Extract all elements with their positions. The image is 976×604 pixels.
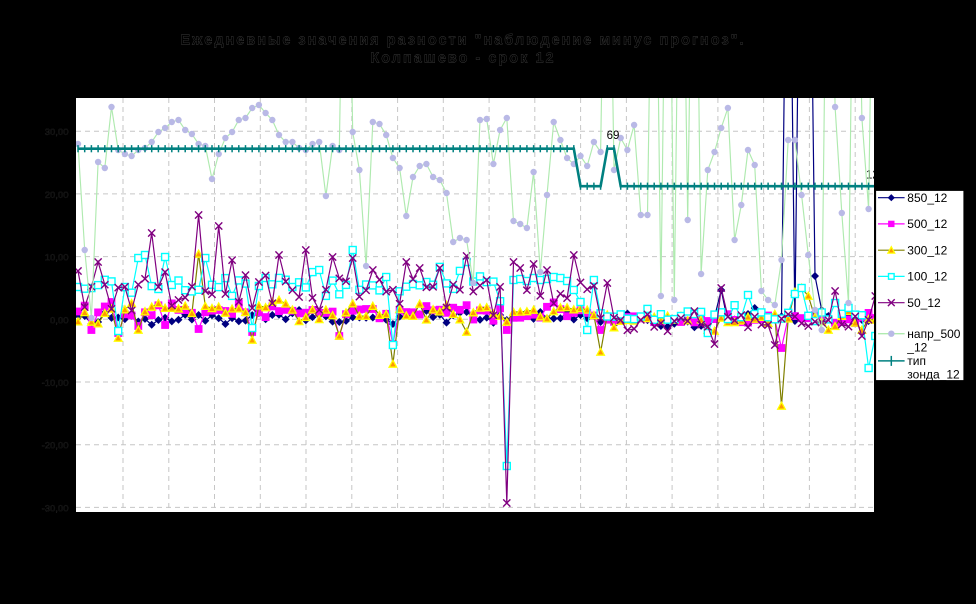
svg-text:тип: тип [907, 354, 926, 368]
svg-text:500_12: 500_12 [907, 217, 947, 231]
svg-text:850_12: 850_12 [907, 191, 947, 205]
svg-text:-10,00: -10,00 [42, 378, 69, 389]
svg-text:напр_500: напр_500 [907, 327, 960, 341]
svg-text:12: 12 [866, 170, 879, 182]
svg-text:50_12: 50_12 [907, 296, 941, 310]
svg-text:30,00: 30,00 [45, 127, 69, 138]
svg-text:Колпашево - срок 12: Колпашево - срок 12 [370, 51, 555, 67]
svg-text:20,00: 20,00 [45, 190, 69, 201]
svg-text:0,00: 0,00 [50, 315, 69, 326]
svg-text:10,00: 10,00 [45, 253, 69, 264]
svg-text:100_12: 100_12 [907, 270, 947, 284]
svg-text:_12: _12 [906, 341, 927, 355]
svg-text:69: 69 [607, 130, 620, 142]
svg-text:Ежедневные значения разности ": Ежедневные значения разности "наблюдение… [180, 33, 745, 49]
svg-text:300_12: 300_12 [907, 243, 947, 257]
svg-text:зонда_12: зонда_12 [907, 368, 960, 382]
svg-text:-20,00: -20,00 [42, 441, 69, 452]
svg-text:-30,00: -30,00 [42, 503, 69, 514]
